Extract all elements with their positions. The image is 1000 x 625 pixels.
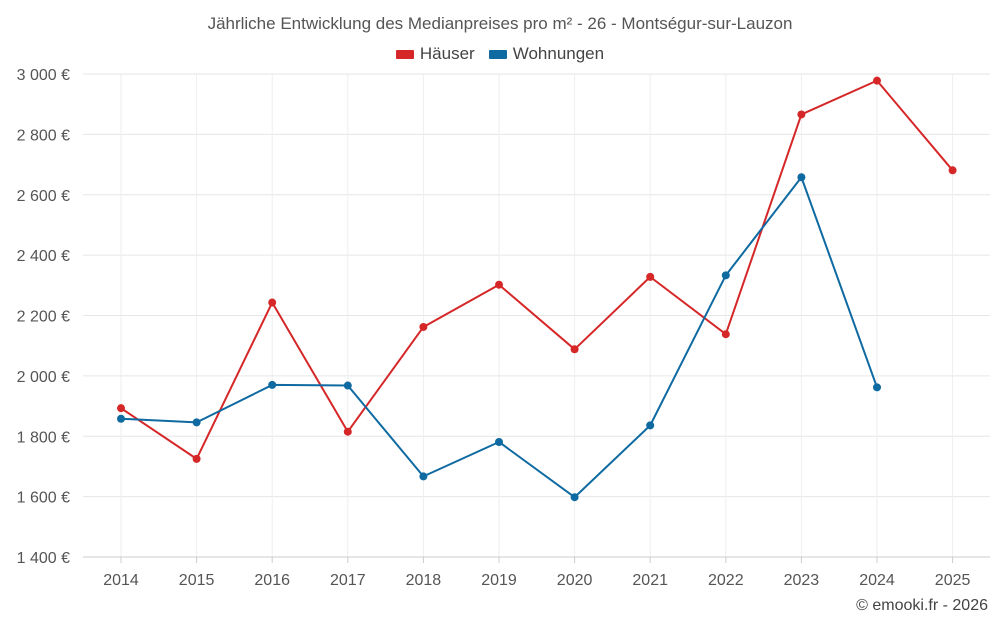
data-point-1[interactable] <box>117 414 125 423</box>
data-point-0[interactable] <box>495 280 503 289</box>
data-point-0[interactable] <box>797 110 806 119</box>
data-point-1[interactable] <box>343 381 352 390</box>
x-tick-label: 2018 <box>406 572 442 589</box>
legend: Häuser Wohnungen <box>0 44 1000 64</box>
data-point-1[interactable] <box>873 383 881 392</box>
data-point-1[interactable] <box>721 271 730 280</box>
legend-swatch-haeuser <box>395 49 414 59</box>
copyright-text: © emooki.fr - 2026 <box>856 597 988 614</box>
data-point-0[interactable] <box>343 427 352 436</box>
y-tick-label: 3 000 € <box>17 67 70 84</box>
legend-item-haeuser[interactable]: Häuser <box>395 44 475 64</box>
data-point-1[interactable] <box>268 380 277 389</box>
data-point-0[interactable] <box>192 454 201 463</box>
x-tick-label: 2015 <box>179 572 215 589</box>
data-point-0[interactable] <box>948 166 957 175</box>
series-line-0 <box>120 79 954 460</box>
x-tick-label: 2017 <box>330 572 366 589</box>
data-point-1[interactable] <box>797 173 806 182</box>
x-tick-label: 2014 <box>103 572 139 589</box>
data-point-0[interactable] <box>646 272 655 281</box>
legend-item-wohnungen[interactable]: Wohnungen <box>488 44 605 64</box>
data-point-1[interactable] <box>570 493 579 502</box>
data-point-0[interactable] <box>268 298 277 307</box>
x-tick-label: 2024 <box>859 572 895 589</box>
legend-label-wohnungen: Wohnungen <box>512 44 605 63</box>
x-tick-label: 2021 <box>632 572 668 589</box>
y-tick-label: 1 800 € <box>17 429 70 446</box>
y-tick-label: 2 400 € <box>17 248 70 265</box>
x-tick-label: 2020 <box>557 572 593 589</box>
data-point-0[interactable] <box>570 345 579 354</box>
y-tick-label: 2 200 € <box>17 309 70 326</box>
legend-label-haeuser: Häuser <box>419 44 475 63</box>
data-point-0[interactable] <box>721 330 730 339</box>
data-point-0[interactable] <box>873 76 881 85</box>
y-tick-label: 2 800 € <box>17 127 70 144</box>
data-point-1[interactable] <box>192 418 201 427</box>
x-tick-label: 2022 <box>708 572 744 589</box>
data-point-0[interactable] <box>419 322 428 331</box>
y-tick-label: 1 400 € <box>17 550 70 567</box>
x-tick-label: 2023 <box>784 572 820 589</box>
legend-swatch-wohnungen <box>488 49 507 59</box>
x-tick-label: 2025 <box>935 572 971 589</box>
y-tick-label: 2 600 € <box>17 188 70 205</box>
y-tick-label: 2 000 € <box>17 369 70 386</box>
chart-title: Jährliche Entwicklung des Medianpreises … <box>207 14 793 33</box>
y-tick-label: 1 600 € <box>17 490 70 507</box>
data-point-1[interactable] <box>419 472 428 481</box>
x-tick-label: 2016 <box>254 572 290 589</box>
x-tick-label: 2019 <box>481 572 517 589</box>
data-point-1[interactable] <box>495 437 503 446</box>
data-point-1[interactable] <box>646 421 655 430</box>
data-point-0[interactable] <box>117 404 125 413</box>
